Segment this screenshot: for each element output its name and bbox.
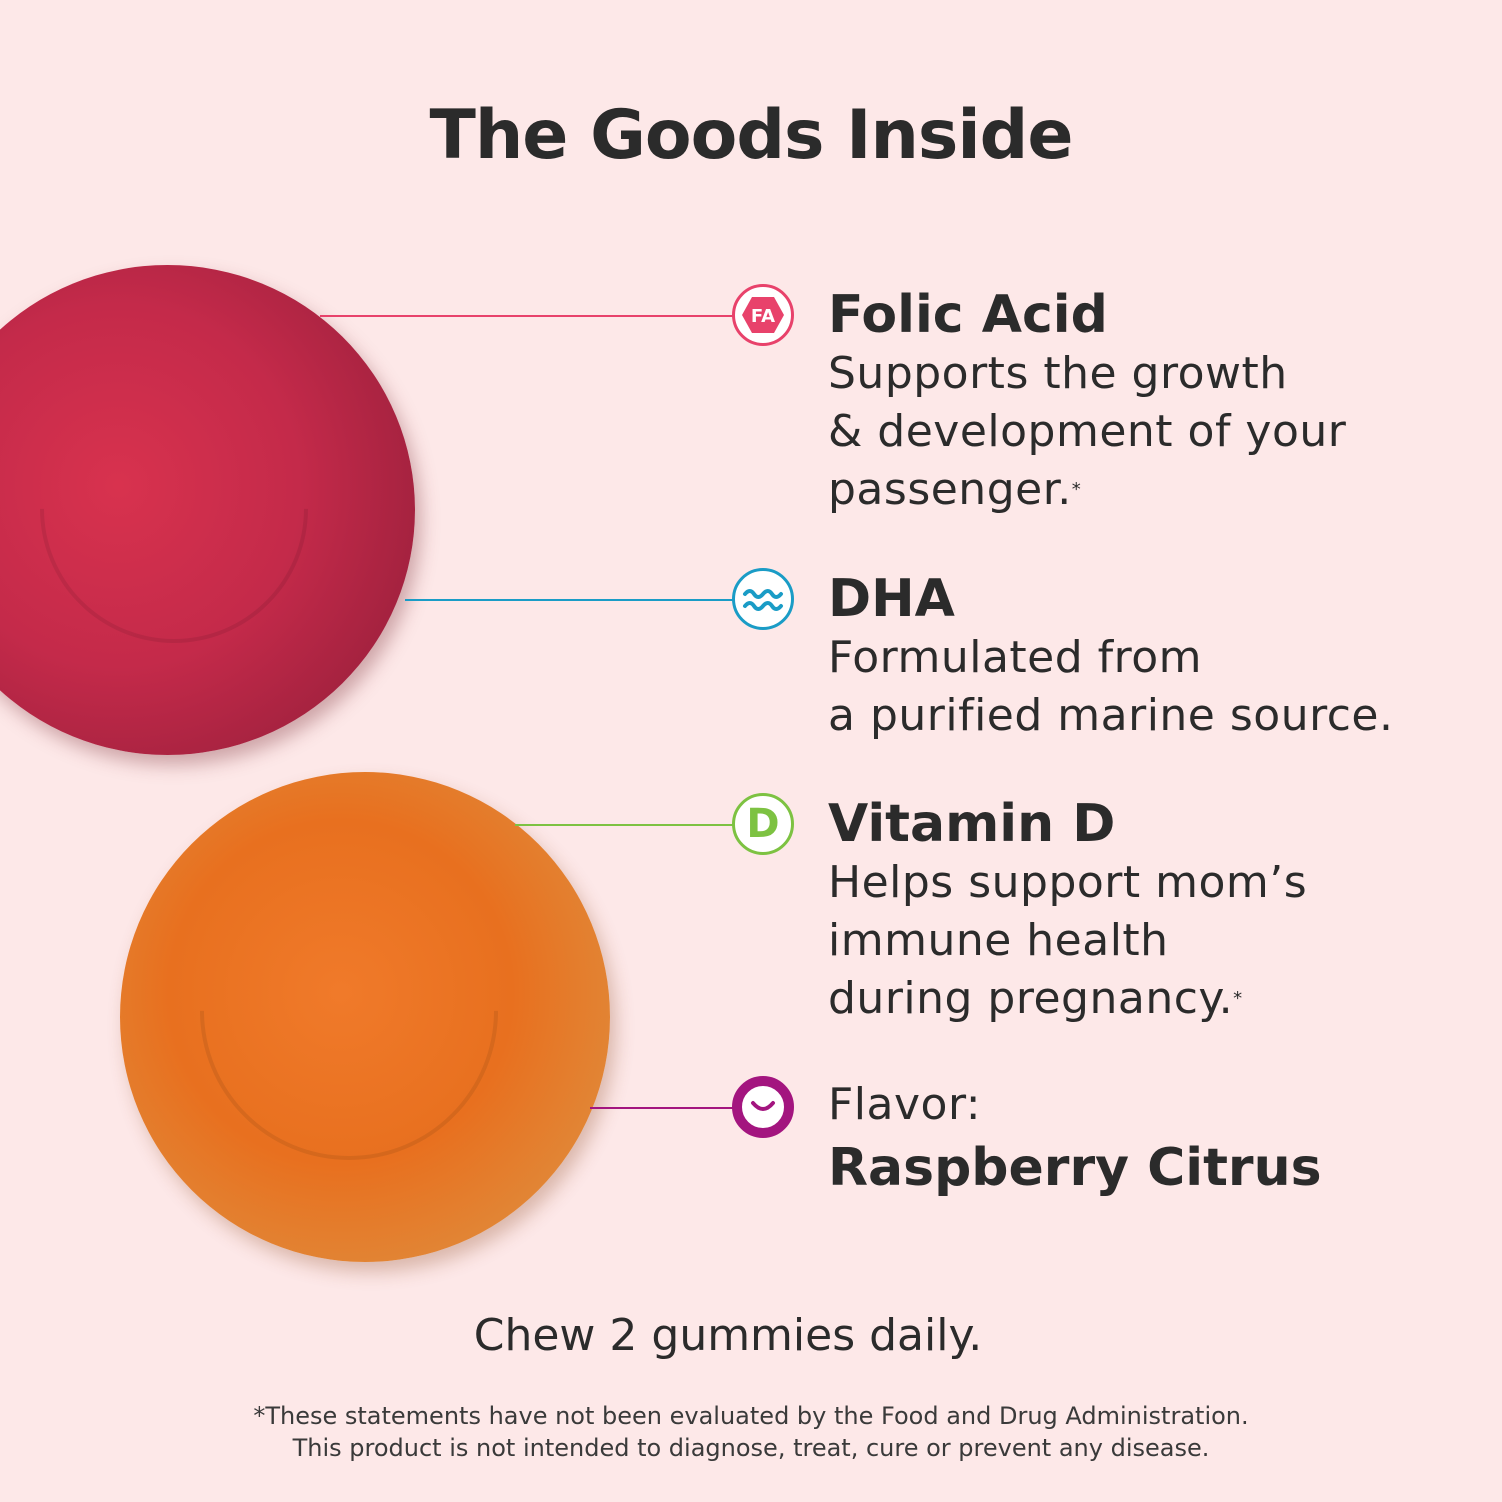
flavor-value: Raspberry Citrus (828, 1138, 1322, 1198)
page-title: The Goods Inside (429, 96, 1074, 175)
item-heading: Folic Acid (828, 285, 1108, 345)
waves-icon (732, 568, 794, 630)
flavor-label: Flavor: (828, 1079, 982, 1130)
citrus-gummy-image (120, 772, 610, 1262)
dha-item: DHA Formulated from a purified marine sou… (828, 569, 1393, 745)
connector-line (405, 599, 734, 601)
item-description: Supports the growth & development of your… (828, 348, 1347, 515)
connector-line (320, 315, 734, 317)
folic-acid-hexagon-icon: FA (732, 284, 794, 346)
item-description: Helps support mom’s immune health during p… (828, 857, 1308, 1024)
connector-line (515, 824, 734, 826)
item-heading: DHA (828, 569, 955, 629)
smile-icon (732, 1076, 794, 1138)
disclaimer: *These statements have not been evaluate… (253, 1402, 1249, 1462)
flavor-item: Flavor: Raspberry Citrus (828, 1076, 1322, 1198)
directions-text: Chew 2 gummies daily. (473, 1310, 983, 1361)
raspberry-gummy-image (0, 265, 415, 755)
connector-line (590, 1107, 734, 1109)
item-heading: Vitamin D (828, 794, 1116, 854)
svg-text:FA: FA (751, 306, 775, 327)
vitamin-d-item: Vitamin D Helps support mom’s immune heal… (828, 794, 1307, 1028)
folic-acid-item: Folic Acid Supports the growth & developm… (828, 285, 1346, 519)
item-description: Formulated from a purified marine source. (828, 632, 1394, 741)
vitamin-d-icon: D (732, 793, 794, 855)
